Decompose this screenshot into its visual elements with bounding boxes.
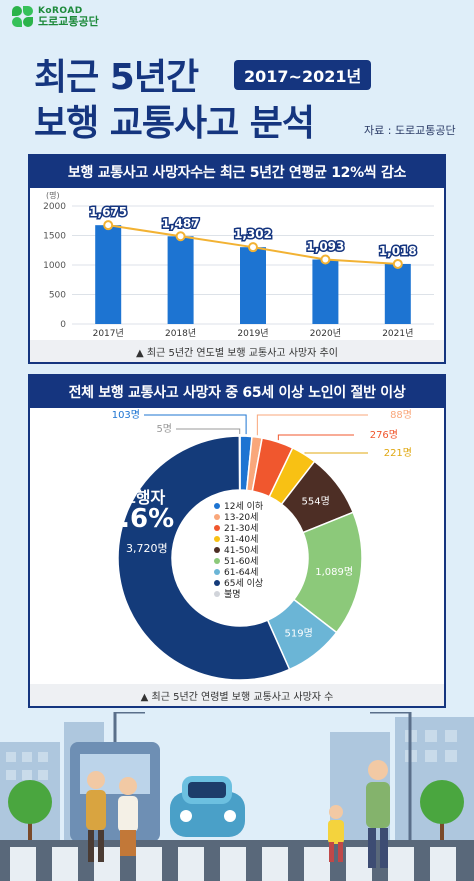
donut-hole xyxy=(173,491,307,625)
bar xyxy=(312,259,339,324)
slice-label: 221명 xyxy=(384,447,412,459)
y-tick-label: 0 xyxy=(60,320,66,330)
chart2-heading: 전체 보행 교통사고 사망자 중 65세 이상 노인이 절반 이상 xyxy=(30,376,444,408)
car-icon xyxy=(170,776,245,837)
leader-line xyxy=(176,428,241,435)
data-label: 1,302 xyxy=(234,227,272,241)
legend-label: 41-50세 xyxy=(224,546,259,556)
legend-swatch xyxy=(214,590,220,597)
legend-label: 12세 이하 xyxy=(224,502,264,512)
data-label: 1,675 xyxy=(89,205,127,219)
x-tick-label: 2017년 xyxy=(93,328,124,339)
y-tick-label: 2000 xyxy=(43,202,66,212)
leader-line xyxy=(256,414,368,436)
legend-swatch xyxy=(214,502,220,509)
slice-label: 1,089명 xyxy=(315,566,353,578)
age-legend: 12세 이하 13-20세 21-30세 31-40세 41-50세 51-60세 61-6… xyxy=(214,500,264,600)
legend-item: 21-30세 xyxy=(214,522,263,534)
y-tick-label: 500 xyxy=(49,291,66,301)
source-note: 자료 : 도로교통공단 xyxy=(364,124,456,137)
bar xyxy=(95,225,122,324)
y-tick-label: 1000 xyxy=(43,261,66,271)
legend-swatch xyxy=(214,513,220,520)
bar xyxy=(384,263,411,324)
slice-label: 554명 xyxy=(302,496,330,508)
x-tick-label: 2019년 xyxy=(237,328,268,339)
legend-label: 51-60세 xyxy=(224,557,259,567)
legend-swatch xyxy=(214,535,220,542)
chart2-caption: ▲ 최근 5년간 연령별 보행 교통사고 사망자 수 xyxy=(30,684,444,706)
donut-slice xyxy=(117,435,291,681)
page-title-line2: 보행 교통사고 분석 xyxy=(34,103,315,144)
legend-swatch xyxy=(214,568,220,575)
y-tick-label: 1500 xyxy=(43,232,66,242)
trend-point xyxy=(320,254,331,265)
legend-label: 불명 xyxy=(224,590,241,600)
legend-item: 31-40세 xyxy=(214,533,263,545)
legend-label: 21-30세 xyxy=(224,524,259,534)
koroad-logo: KoROAD 도로교통공단 xyxy=(12,6,99,28)
legend-swatch xyxy=(214,546,220,553)
legend-swatch xyxy=(214,524,220,531)
legend-item: 51-60세 xyxy=(214,555,263,567)
leader-line xyxy=(144,414,247,435)
street-illustration xyxy=(0,712,474,881)
donut-slice xyxy=(238,435,241,491)
y-unit-label: (명) xyxy=(46,190,60,200)
clover-icon xyxy=(12,6,34,28)
period-badge: 2017~2021년 xyxy=(234,60,372,90)
legend-label: 65세 이상 xyxy=(224,579,264,589)
legend-item: 13-20세 xyxy=(214,511,263,523)
data-label: 1,487 xyxy=(162,216,200,230)
chart1-heading: 보행 교통사고 사망자수는 최근 5년간 연평균 12%씩 감소 xyxy=(30,156,444,188)
legend-label: 61-64세 xyxy=(224,568,259,578)
legend-swatch xyxy=(214,557,220,564)
legend-item: 41-50세 xyxy=(214,544,263,556)
slice-label: 276명 xyxy=(370,429,398,441)
leader-line xyxy=(277,434,354,441)
data-label: 1,018 xyxy=(379,244,417,258)
trend-point xyxy=(248,242,258,253)
legend-item: 61-64세 xyxy=(214,566,263,578)
elderly-percent: 56.6% xyxy=(84,504,175,534)
age-breakdown-panel: 전체 보행 교통사고 사망자 중 65세 이상 노인이 절반 이상 103명 88… xyxy=(28,374,446,708)
slice-label: 5명 xyxy=(156,423,172,435)
bar xyxy=(240,247,266,324)
slice-label: 519명 xyxy=(285,628,313,640)
x-tick-label: 2020년 xyxy=(310,328,341,339)
slice-label: 103명 xyxy=(112,409,140,421)
crosswalk xyxy=(10,847,456,881)
page-title-line1: 최근 5년간 xyxy=(34,57,199,98)
trend-point xyxy=(103,220,114,231)
trend-point xyxy=(392,258,403,269)
bar xyxy=(167,236,194,324)
legend-label: 31-40세 xyxy=(224,535,259,545)
chart1-caption: ▲ 최근 5년간 연도별 보행 교통사고 사망자 추이 xyxy=(30,340,444,362)
yearly-trend-panel: 보행 교통사고 사망자수는 최근 5년간 연평균 12%씩 감소 (명) 0 500… xyxy=(28,154,446,364)
pedestrian-family-icon xyxy=(328,760,390,868)
legend-item: 65세 이상 xyxy=(214,577,264,589)
elderly-count: 3,720명 xyxy=(126,542,168,555)
age-donut-chart: 103명 88명 276명 221명 554명 1,089명 519명 5명 xyxy=(112,409,412,681)
legend-item: 12세 이하 xyxy=(214,500,264,512)
tree-icon xyxy=(8,780,464,842)
trend-point xyxy=(175,231,186,242)
yearly-bar-chart: (명) 0 500 1000 1500 2000 2017년 2018년 2019년 2020년 2… xyxy=(43,190,434,339)
leader-line xyxy=(304,452,368,454)
logo-ko: 도로교통공단 xyxy=(38,15,99,28)
legend-swatch xyxy=(214,579,220,586)
pedestrian-couple-icon xyxy=(86,771,138,862)
legend-label: 13-20세 xyxy=(224,513,259,523)
data-label: 1,093 xyxy=(306,240,344,254)
x-tick-label: 2021년 xyxy=(382,328,413,339)
slice-label: 88명 xyxy=(390,409,412,421)
logo-en: KoROAD xyxy=(38,6,83,16)
legend-item: 불명 xyxy=(214,588,263,600)
elderly-label: 노인 보행자 xyxy=(86,488,166,507)
x-tick-label: 2018년 xyxy=(165,328,196,339)
